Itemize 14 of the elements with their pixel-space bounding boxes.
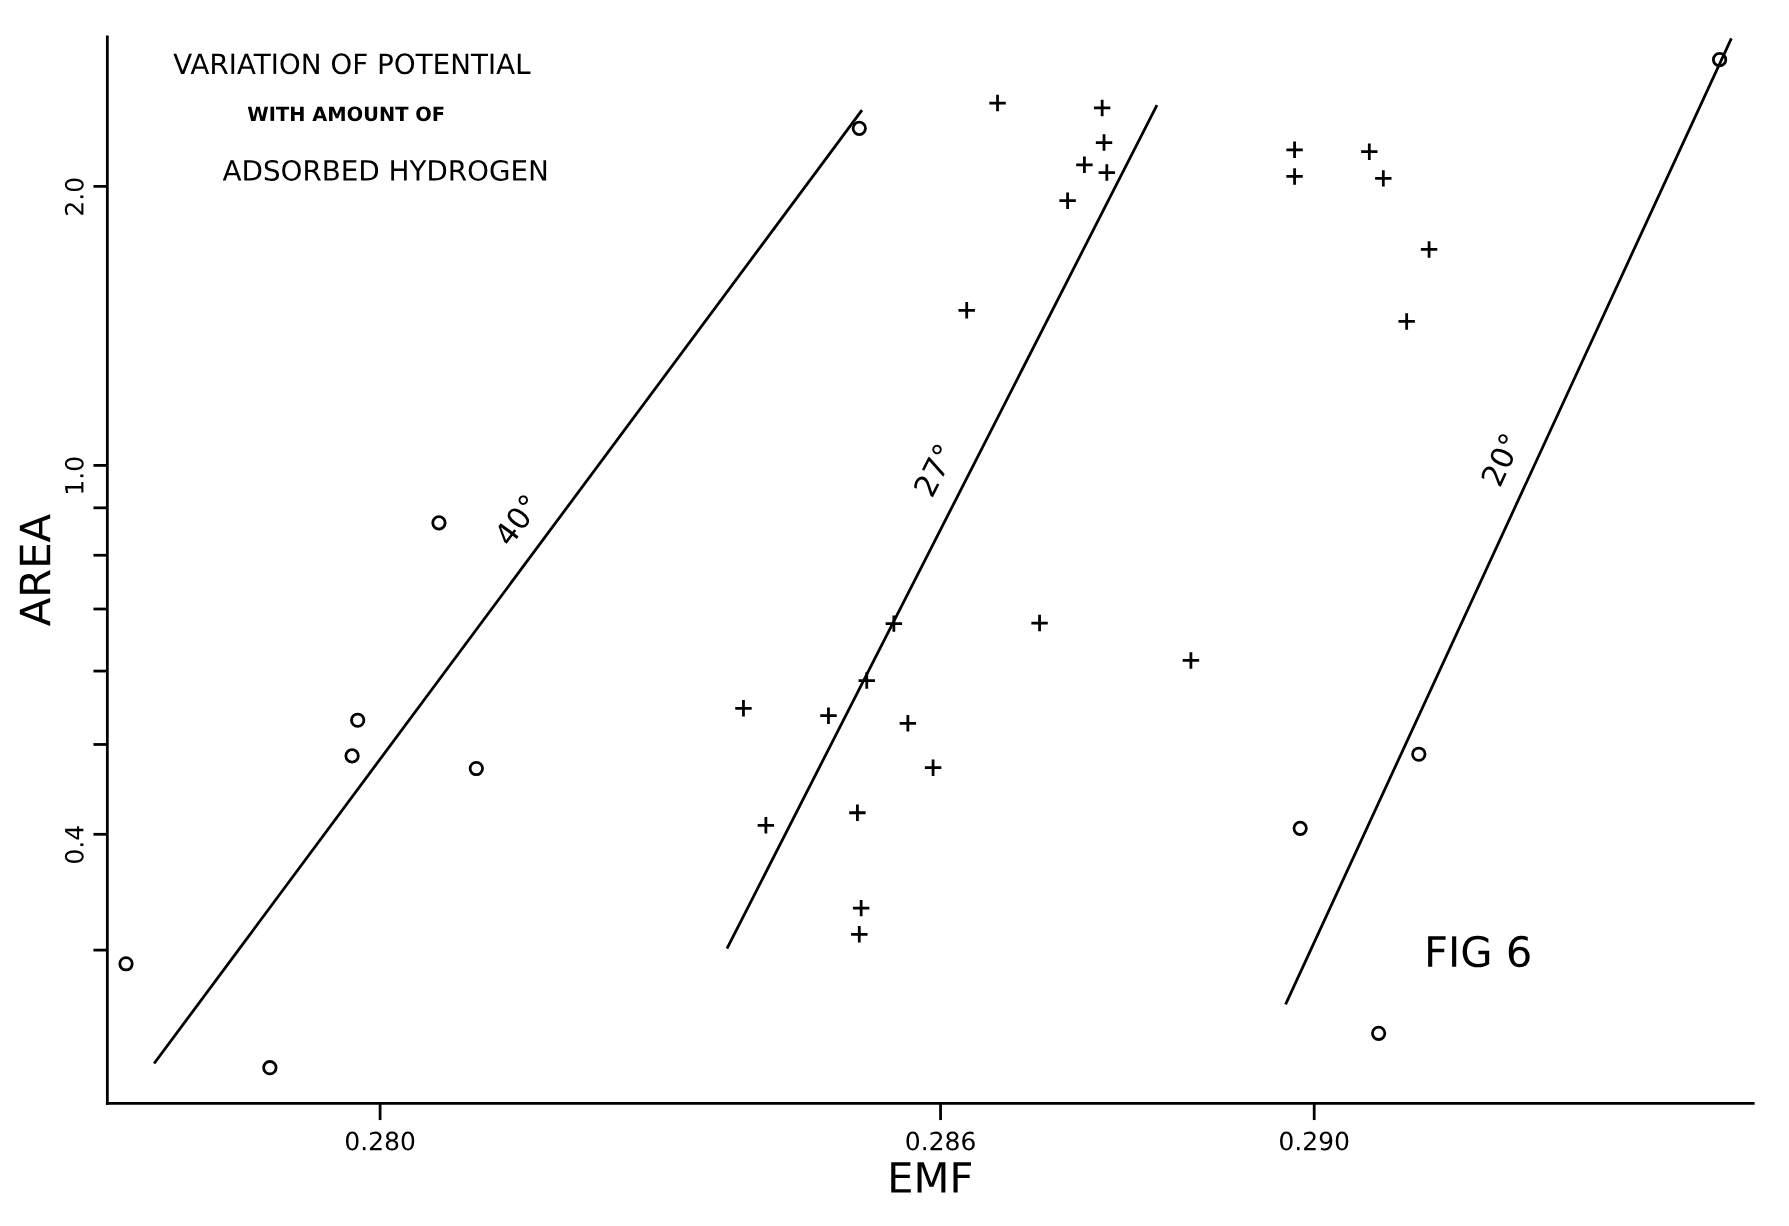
y-axis-title: AREA [19, 514, 51, 626]
text: 27° [912, 443, 956, 498]
y-tick-label: 0.4 [64, 826, 84, 863]
x-axis-title: EMF [891, 1162, 971, 1193]
text: WITH AMOUNT OF ADSORBED HYDROGEN [222, 106, 547, 181]
text: 20° [1480, 432, 1522, 487]
text: 40° [492, 493, 541, 548]
x-tick-label: 0.280 [345, 1131, 415, 1151]
x-tick-label: 0.290 [1280, 1131, 1349, 1151]
y-tick-label: 1.0 [64, 457, 84, 493]
y-tick-label: 2.0 [64, 178, 84, 215]
annotation: FIG 6 [1428, 935, 1530, 968]
x-tick-label: 0.286 [906, 1131, 975, 1151]
chart-title: VARIATION OF POTENTIAL [173, 53, 531, 75]
